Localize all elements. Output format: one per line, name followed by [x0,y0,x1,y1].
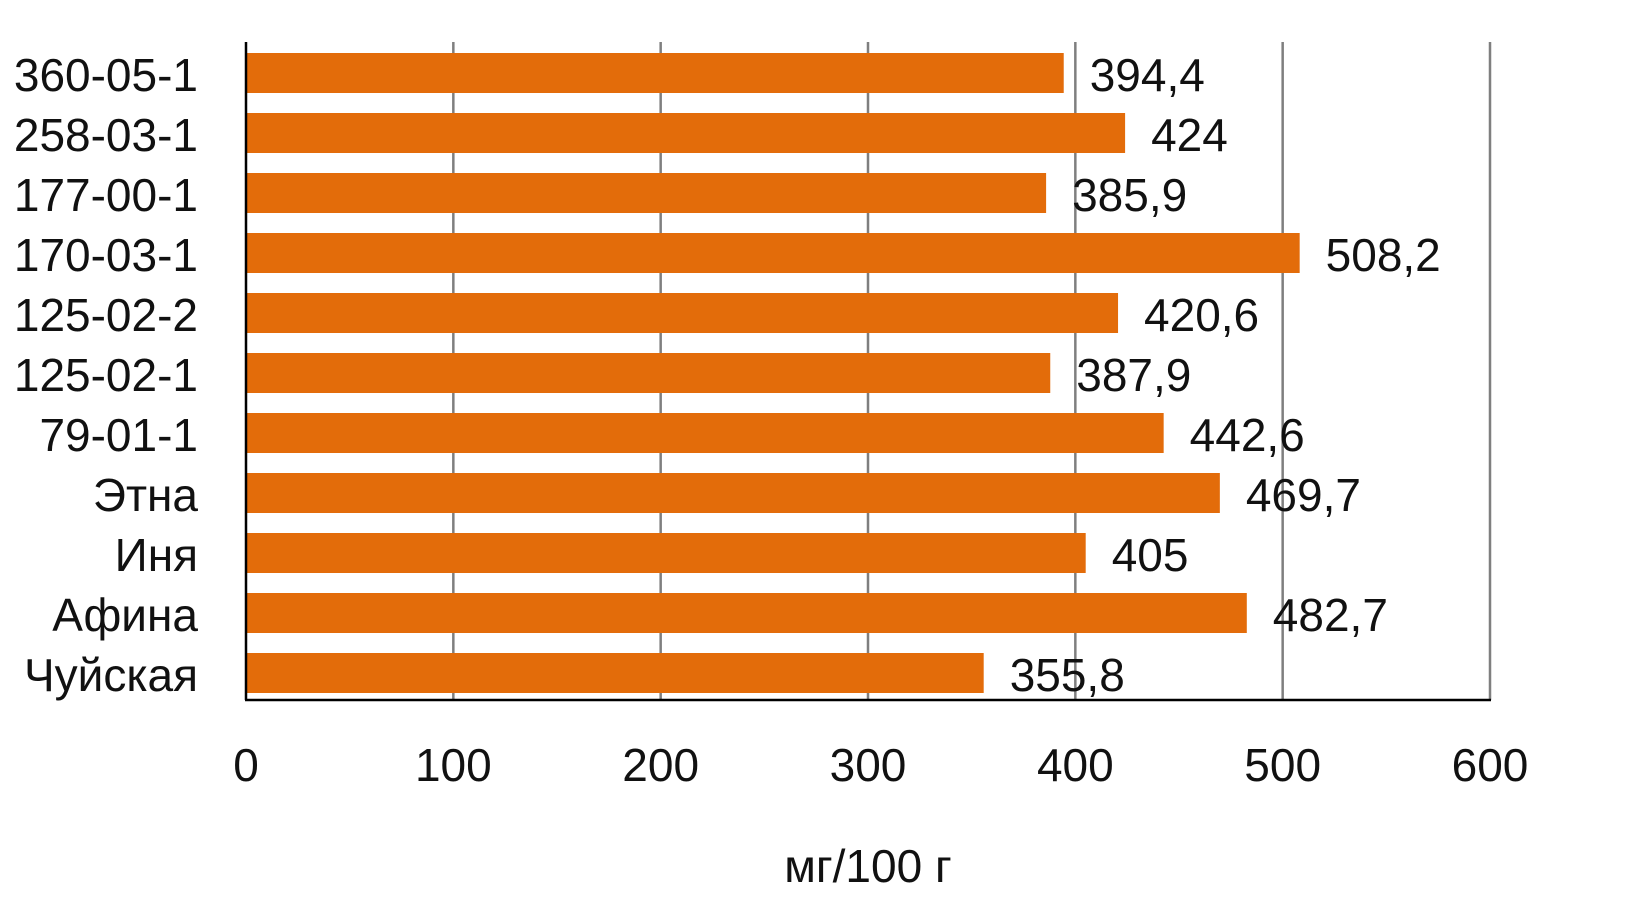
bar-1 [246,113,1126,153]
x-tick-label-600: 600 [1452,739,1529,791]
category-label-10: Чуйская [24,649,198,701]
data-label-7: 469,7 [1246,469,1361,521]
bar-3 [246,233,1300,273]
x-tick-label-400: 400 [1037,739,1114,791]
category-label-4: 125-02-2 [14,289,198,341]
bar-4 [246,293,1119,333]
bar-7 [246,473,1220,513]
bars [246,53,1300,693]
bar-6 [246,413,1164,453]
data-label-1: 424 [1151,109,1228,161]
category-label-6: 79-01-1 [39,409,198,461]
bar-2 [246,173,1047,213]
category-label-8: Иня [115,529,198,581]
data-label-8: 405 [1112,529,1189,581]
data-label-6: 442,6 [1190,409,1305,461]
category-label-5: 125-02-1 [14,349,198,401]
category-label-7: Этна [93,469,199,521]
data-label-9: 482,7 [1273,589,1388,641]
category-label-2: 177-00-1 [14,169,198,221]
data-label-5: 387,9 [1076,349,1191,401]
data-label-2: 385,9 [1072,169,1187,221]
bar-0 [246,53,1064,93]
data-label-10: 355,8 [1010,649,1125,701]
category-label-1: 258-03-1 [14,109,198,161]
bar-10 [246,653,984,693]
category-label-3: 170-03-1 [14,229,198,281]
data-label-0: 394,4 [1090,49,1205,101]
x-tick-label-0: 0 [233,739,259,791]
bar-5 [246,353,1051,393]
x-tick-label-100: 100 [415,739,492,791]
category-label-9: Афина [52,589,198,641]
data-label-3: 508,2 [1326,229,1441,281]
bar-8 [246,533,1086,573]
axes [244,42,1491,702]
x-tick-label-200: 200 [622,739,699,791]
category-label-0: 360-05-1 [14,49,198,101]
labels: 394,4 360-05-1 424 258-03-1 385,9 177-00-1 508… [14,49,1529,791]
x-tick-label-500: 500 [1244,739,1321,791]
bar-9 [246,593,1247,633]
data-label-4: 420,6 [1144,289,1259,341]
x-tick-label-300: 300 [830,739,907,791]
x-axis-title: мг/100 г [784,840,952,892]
